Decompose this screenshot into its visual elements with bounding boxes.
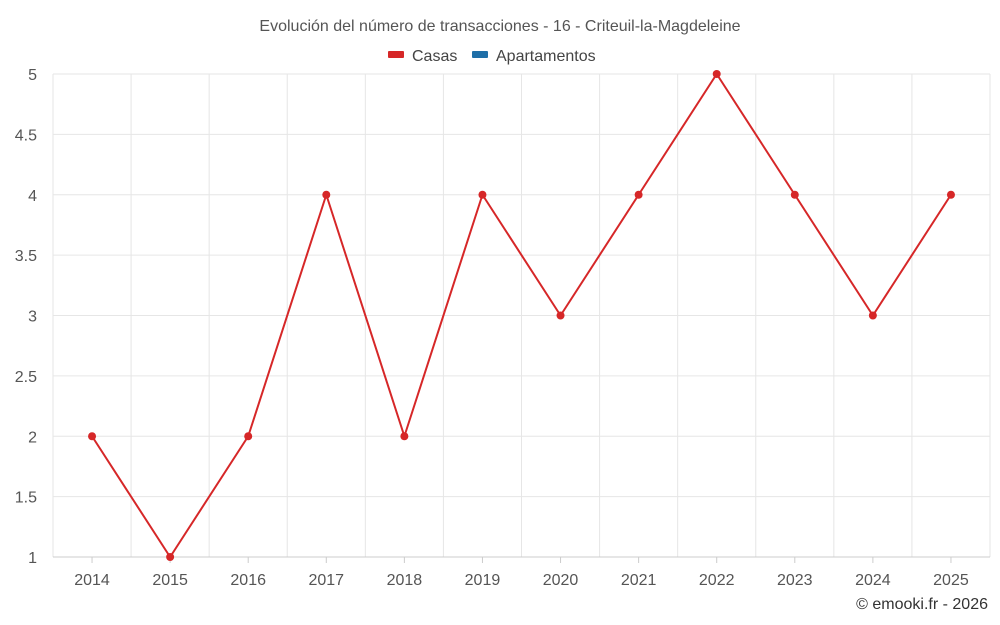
y-axis-ticks: 1 1.5 2 2.5 3 3.5 4 4.5 5 (15, 67, 37, 567)
axes (53, 556, 990, 563)
x-tick-label: 2017 (308, 572, 344, 589)
legend-item-casas[interactable]: Casas (388, 48, 457, 65)
x-axis-ticks: 2014 2015 2016 2017 2018 2019 2020 2021 2022 2023… (74, 572, 969, 589)
x-tick-label: 2016 (230, 572, 266, 589)
x-tick-label: 2019 (465, 572, 501, 589)
legend-swatch-casas (388, 51, 404, 58)
legend-label-casas: Casas (412, 48, 457, 65)
legend-item-apartamentos[interactable]: Apartamentos (472, 48, 596, 65)
x-tick-label: 2015 (152, 572, 188, 589)
y-tick-label: 2.5 (15, 369, 37, 386)
series-line-casas (91, 73, 952, 558)
data-point-casas[interactable] (946, 190, 955, 199)
legend: Casas Apartamentos (388, 48, 596, 65)
x-tick-label: 2022 (699, 572, 735, 589)
legend-label-apartamentos: Apartamentos (496, 48, 596, 65)
y-tick-label: 1 (28, 550, 37, 567)
x-tick-label: 2020 (543, 572, 579, 589)
x-tick-label: 2021 (621, 572, 657, 589)
data-point-casas[interactable] (634, 190, 643, 199)
chart-title: Evolución del número de transacciones - … (259, 18, 740, 35)
data-point-casas[interactable] (244, 432, 253, 441)
data-point-casas[interactable] (478, 190, 487, 199)
y-tick-label: 4 (28, 188, 37, 205)
credit-text: © emooki.fr - 2026 (856, 596, 988, 613)
x-tick-label: 2024 (855, 572, 891, 589)
data-point-casas[interactable] (322, 190, 331, 199)
y-tick-label: 3 (28, 309, 37, 326)
y-tick-label: 5 (28, 67, 37, 84)
x-tick-label: 2018 (387, 572, 423, 589)
x-tick-label: 2025 (933, 572, 969, 589)
y-tick-label: 3.5 (15, 248, 37, 265)
data-point-casas[interactable] (556, 311, 565, 320)
data-point-casas[interactable] (166, 553, 175, 561)
y-tick-label: 1.5 (15, 490, 37, 507)
data-point-casas[interactable] (88, 432, 97, 441)
data-point-casas[interactable] (868, 311, 877, 320)
legend-swatch-apartamentos (472, 51, 488, 58)
grid (52, 73, 991, 557)
data-point-casas[interactable] (712, 70, 721, 78)
x-tick-label: 2023 (777, 572, 813, 589)
x-tick-label: 2014 (74, 572, 110, 589)
y-tick-label: 4.5 (15, 127, 37, 144)
data-point-casas[interactable] (400, 432, 409, 441)
y-tick-label: 2 (28, 429, 37, 446)
series (88, 70, 955, 561)
data-point-casas[interactable] (790, 190, 799, 199)
